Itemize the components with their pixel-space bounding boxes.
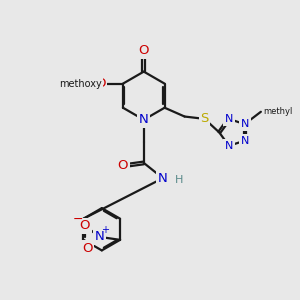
Text: N: N bbox=[95, 230, 104, 243]
Text: N: N bbox=[225, 141, 233, 151]
Text: O: O bbox=[80, 219, 90, 232]
Text: N: N bbox=[139, 113, 149, 126]
Text: S: S bbox=[200, 112, 209, 125]
Text: O: O bbox=[117, 159, 128, 172]
Text: N: N bbox=[241, 119, 249, 129]
Text: N: N bbox=[241, 136, 249, 146]
Text: N: N bbox=[225, 114, 233, 124]
Text: methoxy: methoxy bbox=[59, 79, 102, 89]
Text: O: O bbox=[82, 242, 92, 255]
Text: N: N bbox=[158, 172, 168, 185]
Text: +: + bbox=[101, 225, 110, 236]
Text: O: O bbox=[139, 44, 149, 57]
Text: −: − bbox=[72, 213, 83, 226]
Text: O: O bbox=[95, 77, 105, 90]
Text: H: H bbox=[175, 175, 184, 185]
Text: methyl: methyl bbox=[263, 107, 292, 116]
